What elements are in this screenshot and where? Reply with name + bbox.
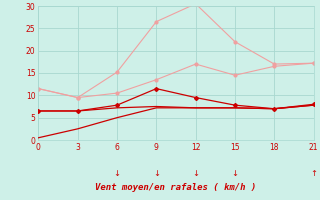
- Text: ↑: ↑: [310, 168, 317, 178]
- Text: ↓: ↓: [192, 168, 199, 178]
- Text: ↓: ↓: [153, 168, 160, 178]
- Text: ↓: ↓: [231, 168, 238, 178]
- Text: Vent moyen/en rafales ( km/h ): Vent moyen/en rafales ( km/h ): [95, 183, 257, 192]
- Text: ↓: ↓: [114, 168, 121, 178]
